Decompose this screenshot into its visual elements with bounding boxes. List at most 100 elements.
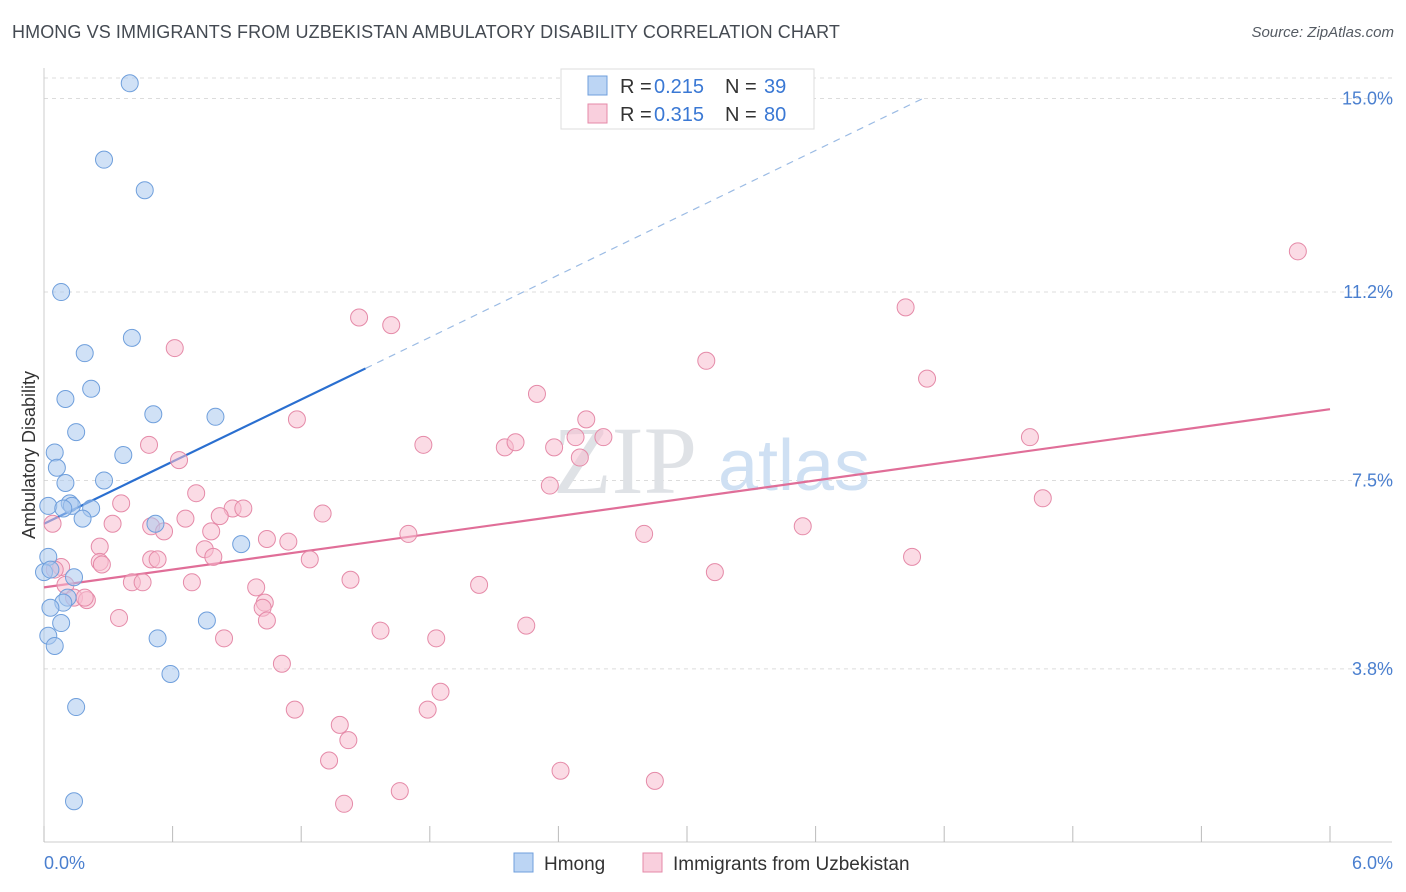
watermark-atlas: atlas: [718, 426, 870, 506]
uzbekistan-point: [247, 578, 266, 597]
hmong-point: [65, 792, 84, 811]
y-axis-title: Ambulatory Disability: [19, 371, 39, 539]
bottom-legend: Hmong Immigrants from Uzbekistan: [513, 852, 910, 875]
uzbekistan-point: [103, 514, 122, 533]
uzbekistan-point: [110, 608, 129, 627]
uzbekistan-point: [566, 428, 585, 447]
uzbekistan-point: [215, 629, 234, 648]
uzbekistan-point: [335, 794, 354, 813]
y-tick-labels: 3.8% 7.5% 11.2% 15.0%: [1342, 89, 1393, 679]
hmong-point: [146, 514, 165, 533]
hmong-point: [122, 328, 141, 347]
uzbekistan-point: [594, 428, 613, 447]
uzbekistan-point: [202, 522, 221, 541]
axes: [43, 68, 1392, 843]
legend-swatch-uzbekistan: [587, 103, 608, 124]
hmong-point: [197, 611, 216, 630]
chart-title: HMONG VS IMMIGRANTS FROM UZBEKISTAN AMBU…: [12, 22, 840, 42]
y-tick-label: 7.5%: [1352, 470, 1393, 490]
uzbekistan-point: [545, 438, 564, 457]
uzbekistan-point: [279, 532, 298, 551]
legend: R = 0.215 N = 39 R = 0.315 N = 80: [560, 68, 815, 130]
y-tick-label: 3.8%: [1352, 659, 1393, 679]
x-tick-labels: 0.0% 6.0%: [44, 853, 1393, 873]
uzbekistan-point: [234, 499, 253, 518]
uzbekistan-point: [918, 369, 937, 388]
uzbekistan-point: [1288, 242, 1307, 261]
uzbekistan-point: [257, 530, 276, 549]
uzbekistan-point: [313, 504, 332, 523]
uzbekistan-point: [697, 351, 716, 370]
hmong-point: [39, 496, 58, 515]
hmong-point: [135, 181, 154, 200]
hmong-point: [206, 407, 225, 426]
legend-n-value-uzbekistan: 80: [764, 104, 786, 126]
x-tick-label: 6.0%: [1352, 853, 1393, 873]
uzbekistan-point: [43, 514, 62, 533]
uzbekistan-point: [470, 575, 489, 594]
hmong-point: [148, 629, 167, 648]
hmong-point: [65, 568, 84, 587]
uzbekistan-point: [399, 524, 418, 543]
y-tick-label: 15.0%: [1342, 89, 1393, 109]
legend-n-label: N =: [725, 76, 757, 98]
uzbekistan-point: [204, 547, 223, 566]
bottom-legend-swatch-hmong: [513, 852, 534, 873]
bottom-legend-swatch-uzbekistan: [642, 852, 663, 873]
legend-r-label: R =: [620, 104, 652, 126]
hmong-point: [82, 379, 101, 398]
hmong-point: [67, 698, 86, 717]
uzbekistan-point: [272, 654, 291, 673]
uzbekistan-point: [577, 410, 596, 429]
legend-n-label: N =: [725, 104, 757, 126]
uzbekistan-point: [903, 547, 922, 566]
hmong-point: [47, 458, 66, 477]
uzbekistan-point: [148, 550, 167, 569]
uzbekistan-point: [165, 339, 184, 358]
uzbekistan-point: [92, 555, 111, 574]
watermark: ZIP atlas: [553, 407, 870, 514]
hmong-point: [120, 74, 139, 93]
data-points: [35, 74, 1307, 813]
legend-r-value-hmong: 0.215: [654, 76, 704, 98]
uzbekistan-point: [285, 700, 304, 719]
hmong-point: [95, 150, 114, 169]
hmong-trend-extension: [365, 98, 924, 369]
hmong-point: [232, 535, 251, 554]
uzbekistan-point: [90, 537, 109, 556]
hmong-point: [45, 443, 64, 462]
y-tick-label: 11.2%: [1343, 282, 1393, 302]
uzbekistan-point: [517, 616, 536, 635]
trend-lines: [43, 98, 1331, 589]
uzbekistan-point: [551, 761, 570, 780]
uzbekistan-point: [75, 588, 94, 607]
uzbekistan-point: [527, 384, 546, 403]
uzbekistan-point: [431, 682, 450, 701]
uzbekistan-point: [330, 715, 349, 734]
uzbekistan-point: [140, 435, 159, 454]
legend-r-value-uzbekistan: 0.315: [654, 104, 704, 126]
uzbekistan-point: [210, 507, 229, 526]
uzbekistan-point: [570, 448, 589, 467]
hmong-point: [56, 474, 75, 493]
hmong-point: [161, 664, 180, 683]
uzbekistan-point: [645, 771, 664, 790]
uzbekistan-point: [506, 433, 525, 452]
uzbekistan-point: [182, 573, 201, 592]
bottom-legend-uzbekistan: Immigrants from Uzbekistan: [673, 854, 910, 875]
hmong-point: [41, 598, 60, 617]
uzbekistan-point: [187, 484, 206, 503]
legend-n-value-hmong: 39: [764, 76, 786, 98]
hmong-point: [52, 614, 71, 633]
hmong-point: [54, 499, 73, 518]
uzbekistan-point: [339, 731, 358, 750]
uzbekistan-point: [793, 517, 812, 536]
uzbekistan-point: [705, 563, 724, 582]
uzbekistan-point: [540, 476, 559, 495]
uzbekistan-point: [170, 451, 189, 470]
uzbekistan-point: [414, 435, 433, 454]
uzbekistan-point: [418, 700, 437, 719]
x-tick-label: 0.0%: [44, 853, 85, 873]
uzbekistan-point: [390, 782, 409, 801]
